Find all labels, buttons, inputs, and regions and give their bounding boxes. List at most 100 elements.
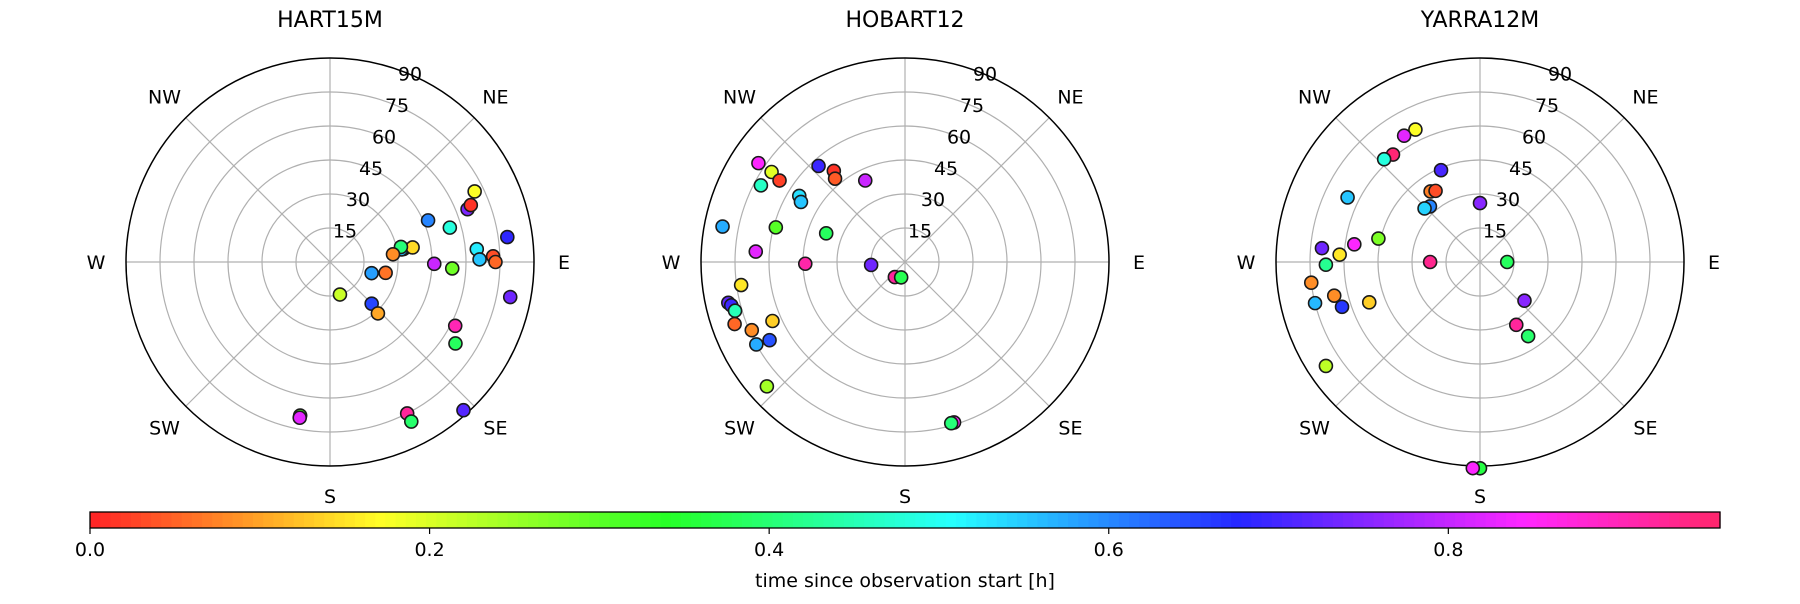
data-point: [1318, 257, 1334, 272]
radial-tick-label: 75: [1535, 95, 1559, 117]
colorbar-segment: [1475, 512, 1487, 528]
radial-tick-label: 45: [1509, 158, 1533, 180]
data-point: [467, 184, 482, 199]
colorbar-segment: [1577, 512, 1589, 528]
colorbar-segment: [1017, 512, 1028, 528]
data-point: [1396, 128, 1412, 144]
angular-grid-line: [760, 117, 906, 263]
colorbar-segment: [579, 512, 590, 528]
data-point: [1371, 231, 1386, 246]
angular-grid-line: [760, 261, 906, 407]
colorbar-segment: [130, 512, 142, 528]
colorbar-segment: [1271, 512, 1283, 528]
colorbar-segment: [1220, 512, 1232, 528]
colorbar-segment: [1312, 512, 1324, 528]
colorbar-segment: [935, 512, 947, 528]
colorbar-segment: [701, 512, 713, 528]
angular-label-e: E: [558, 252, 570, 274]
colorbar-segment: [1180, 512, 1191, 528]
colorbar-segment: [894, 512, 906, 528]
colorbar-segment: [691, 512, 702, 528]
angular-label-se: SE: [483, 417, 507, 439]
colorbar-segment: [1536, 512, 1548, 528]
colorbar-segment: [782, 512, 794, 528]
data-point: [762, 332, 777, 348]
radial-tick-label: 60: [372, 126, 396, 148]
colorbar-segment: [966, 512, 977, 528]
data-point: [472, 252, 487, 267]
radial-tick-label: 15: [1483, 221, 1507, 243]
colorbar-segment: [843, 512, 855, 528]
colorbar-segment: [568, 512, 580, 528]
data-point: [759, 379, 775, 394]
colorbar-segment: [854, 512, 865, 528]
angular-grid-line: [329, 261, 475, 407]
colorbar-segment: [1139, 512, 1151, 528]
data-point: [753, 178, 769, 193]
colorbar-segment: [344, 512, 356, 528]
data-point: [1417, 201, 1432, 216]
colorbar-segment: [538, 512, 550, 528]
colorbar-segment: [1567, 512, 1578, 528]
colorbar-segment: [517, 512, 529, 528]
polar-panel-yarra12m: YARRA12M 15 30 45 60 75 90 E NE NW W SW S SE: [1237, 8, 1720, 508]
colorbar-segment: [1261, 512, 1273, 528]
radial-tick-label: 75: [960, 95, 984, 117]
radial-tick-label: 30: [1496, 189, 1520, 211]
colorbar-segment: [426, 512, 437, 528]
colorbar-tick-label: 0.4: [754, 539, 784, 561]
angular-label-nw: NW: [148, 87, 181, 109]
colorbar-segment: [609, 512, 621, 528]
data-point: [1517, 293, 1532, 308]
data-point: [748, 244, 764, 259]
colorbar-segment: [1231, 512, 1242, 528]
angular-label-s: S: [324, 486, 336, 508]
radial-tick-label: 30: [921, 189, 945, 211]
colorbar-segment: [385, 512, 397, 528]
data-point: [444, 261, 460, 276]
colorbar-segment: [589, 512, 600, 528]
panel-title: HART15M: [277, 8, 383, 33]
colorbar-segment: [1363, 512, 1375, 528]
colorbar-tick-label: 0.6: [1094, 539, 1124, 561]
data-point: [488, 254, 503, 270]
radial-tick-label: 45: [934, 158, 958, 180]
data-point: [500, 229, 515, 245]
data-point: [943, 415, 959, 431]
angular-label-ne: NE: [482, 87, 508, 109]
radial-tick-label: 15: [908, 221, 932, 243]
colorbar-segment: [1597, 512, 1609, 528]
data-point: [797, 256, 813, 272]
radial-tick-label: 45: [359, 158, 383, 180]
colorbar-segment: [528, 512, 539, 528]
colorbar-tick-label: 0.2: [414, 539, 444, 561]
data-point: [1314, 240, 1330, 256]
data-point: [857, 173, 873, 188]
colorbar-segment: [823, 512, 835, 528]
colorbar-segment: [202, 512, 213, 528]
colorbar-segment: [833, 512, 845, 528]
colorbar-segment: [1526, 512, 1538, 528]
colorbar-segment: [1648, 512, 1660, 528]
colorbar-segment: [324, 512, 336, 528]
data-point: [751, 155, 766, 171]
colorbar-segment: [884, 512, 896, 528]
colorbar-segment: [1353, 512, 1365, 528]
angular-grid-line: [904, 117, 1050, 263]
data-point: [768, 220, 784, 235]
colorbar-segment: [191, 512, 203, 528]
colorbar-segment: [1322, 512, 1334, 528]
colorbar-tick-label: 0.0: [75, 539, 105, 561]
colorbar-segment: [1709, 512, 1721, 528]
angular-label-ne: NE: [1057, 87, 1083, 109]
colorbar-segment: [1098, 512, 1110, 528]
angular-grid-line: [185, 261, 331, 407]
data-point: [1361, 295, 1377, 310]
colorbar-segment: [711, 512, 723, 528]
angular-label-sw: SW: [149, 417, 180, 439]
colorbar-segment: [151, 512, 162, 528]
colorbar: 0.0 0.2 0.4 0.6 0.8 time since observation st…: [75, 511, 1721, 592]
colorbar-segment: [1057, 512, 1069, 528]
data-point: [292, 410, 308, 426]
